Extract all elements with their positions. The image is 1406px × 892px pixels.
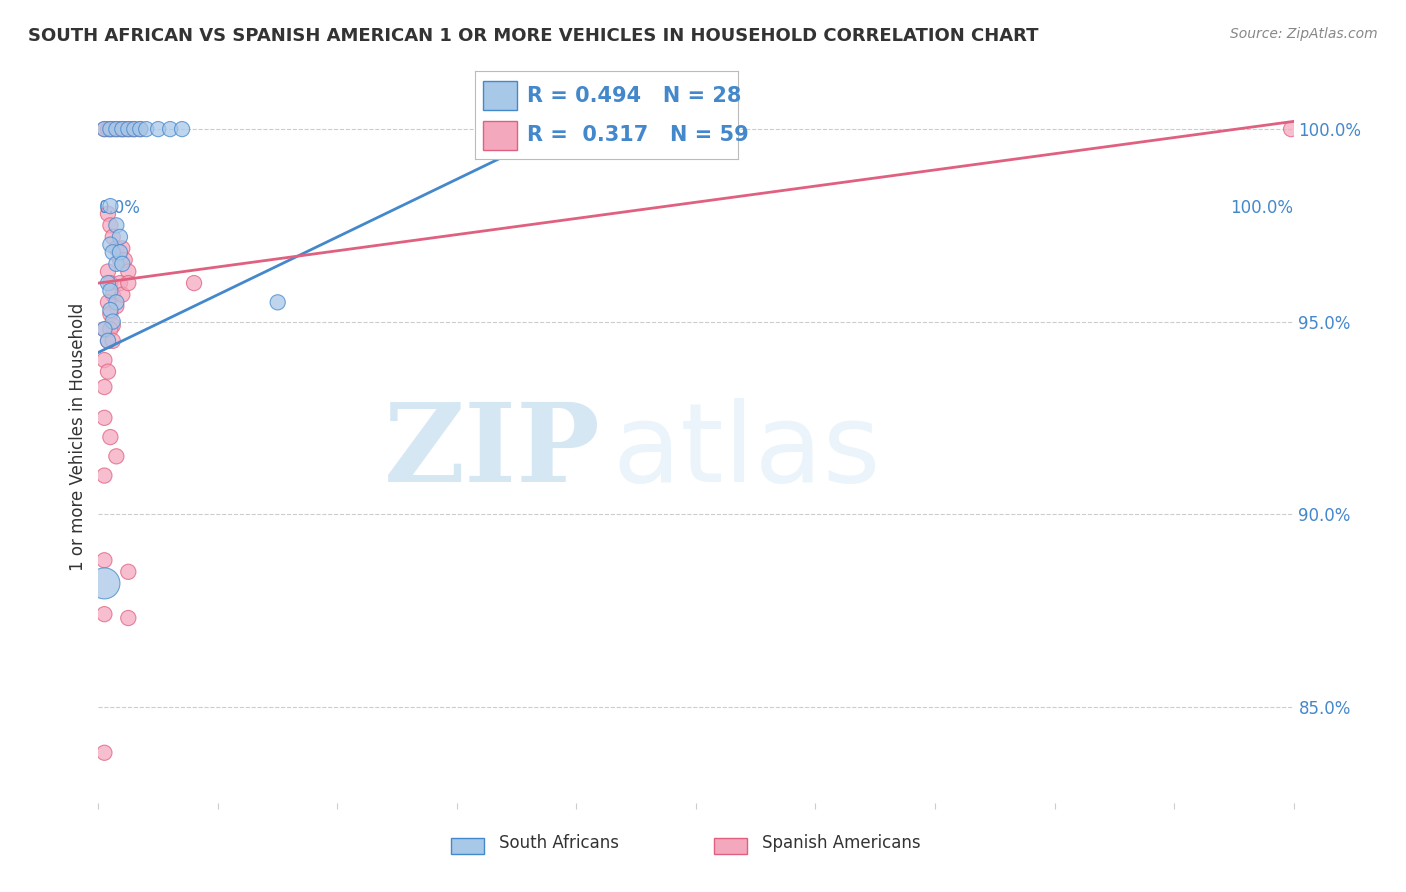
Point	[108, 276, 131, 290]
Point	[111, 242, 134, 256]
Point	[108, 252, 131, 267]
Point	[97, 207, 120, 221]
Point	[101, 334, 124, 348]
Point	[105, 295, 128, 310]
Point	[267, 295, 290, 310]
Point	[98, 276, 122, 290]
Text: South Africans: South Africans	[499, 834, 619, 852]
Point	[93, 468, 115, 483]
Text: atlas: atlas	[613, 398, 880, 505]
Point	[98, 322, 122, 336]
Point	[105, 219, 128, 233]
Point	[97, 365, 120, 379]
Point	[97, 122, 120, 136]
Point	[105, 257, 128, 271]
Point	[97, 334, 120, 348]
Point	[101, 245, 124, 260]
Point	[101, 318, 124, 333]
Point	[124, 122, 146, 136]
Y-axis label: 1 or more Vehicles in Household: 1 or more Vehicles in Household	[69, 303, 87, 571]
Point	[93, 122, 115, 136]
Point	[108, 245, 131, 260]
FancyBboxPatch shape	[714, 838, 748, 854]
Point	[93, 322, 115, 336]
Point	[117, 264, 139, 278]
Point	[105, 122, 128, 136]
Point	[172, 122, 194, 136]
Text: Source: ZipAtlas.com: Source: ZipAtlas.com	[1230, 27, 1378, 41]
Point	[183, 276, 205, 290]
Point	[159, 122, 181, 136]
Point	[98, 303, 122, 318]
Point	[105, 122, 128, 136]
Point	[129, 122, 152, 136]
Point	[93, 607, 115, 622]
Point	[117, 122, 139, 136]
Text: ZIP: ZIP	[384, 398, 600, 505]
Point	[117, 122, 139, 136]
Point	[98, 284, 122, 298]
Point	[93, 322, 115, 336]
Point	[105, 242, 128, 256]
Point	[97, 295, 120, 310]
Text: 0.0%: 0.0%	[98, 200, 141, 218]
FancyBboxPatch shape	[451, 838, 485, 854]
Point	[108, 230, 131, 244]
Point	[129, 122, 152, 136]
Point	[98, 430, 122, 444]
Point	[114, 252, 136, 267]
Point	[111, 122, 134, 136]
Point	[108, 122, 131, 136]
Point	[98, 237, 122, 252]
Point	[93, 576, 115, 591]
Point	[98, 219, 122, 233]
Point	[121, 122, 143, 136]
Point	[93, 746, 115, 760]
Point	[111, 122, 134, 136]
Point	[114, 122, 136, 136]
Point	[105, 299, 128, 313]
Point	[117, 611, 139, 625]
Point	[93, 553, 115, 567]
Point	[105, 450, 128, 464]
Point	[97, 264, 120, 278]
Point	[101, 230, 124, 244]
Point	[1279, 122, 1302, 136]
Point	[101, 122, 124, 136]
Point	[97, 334, 120, 348]
Point	[97, 276, 120, 290]
Point	[93, 353, 115, 368]
Point	[148, 122, 170, 136]
Point	[98, 122, 122, 136]
Text: Spanish Americans: Spanish Americans	[762, 834, 921, 852]
Point	[111, 287, 134, 301]
Point	[101, 287, 124, 301]
Point	[93, 410, 115, 425]
Point	[117, 565, 139, 579]
Point	[111, 257, 134, 271]
Point	[124, 122, 146, 136]
Point	[101, 315, 124, 329]
Point	[93, 122, 115, 136]
Point	[98, 122, 122, 136]
Point	[98, 307, 122, 321]
Text: 100.0%: 100.0%	[1230, 200, 1294, 218]
Point	[117, 276, 139, 290]
Text: SOUTH AFRICAN VS SPANISH AMERICAN 1 OR MORE VEHICLES IN HOUSEHOLD CORRELATION CH: SOUTH AFRICAN VS SPANISH AMERICAN 1 OR M…	[28, 27, 1039, 45]
Point	[494, 129, 516, 144]
Point	[93, 380, 115, 394]
Point	[135, 122, 157, 136]
Point	[98, 199, 122, 213]
